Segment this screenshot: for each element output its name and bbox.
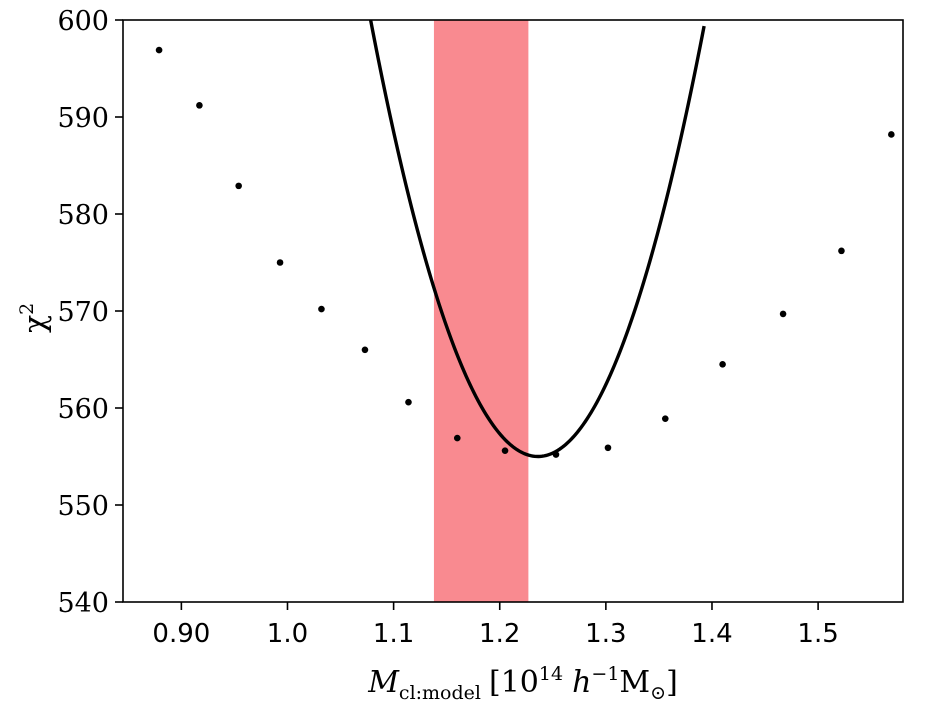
data-point	[604, 444, 612, 452]
y-axis-ticks: 540 550 560 570 580 590 600	[57, 6, 123, 619]
data-point	[196, 102, 203, 109]
x-tick-label: 1.4	[691, 619, 732, 649]
data-point	[235, 182, 242, 190]
x-tick-label: 1.1	[373, 619, 414, 649]
y-tick-label: 570	[57, 297, 109, 328]
data-point	[779, 310, 787, 318]
x-tick-label: 1.0	[267, 619, 308, 649]
y-tick-label: 540	[57, 588, 109, 619]
x-tick-label: 1.3	[585, 619, 626, 649]
y-tick-label: 580	[57, 200, 109, 231]
y-axis-label: χ2	[16, 303, 53, 333]
data-point	[501, 447, 509, 454]
y-tick-label: 550	[57, 491, 109, 522]
data-point	[453, 434, 461, 442]
x-axis-label: Mcl:model [1014 h−1M⊙]	[367, 663, 678, 704]
y-tick-label: 590	[57, 103, 109, 134]
data-point	[719, 361, 726, 368]
x-tick-label: 0.90	[152, 619, 210, 649]
y-tick-label: 600	[57, 6, 109, 37]
x-tick-label: 1.5	[797, 619, 838, 649]
data-point	[276, 259, 284, 266]
x-tick-label: 1.2	[479, 619, 520, 649]
data-point	[318, 305, 325, 313]
confidence-band	[433, 20, 529, 602]
data-point	[888, 131, 895, 138]
y-tick-label: 560	[57, 394, 109, 425]
data-point	[552, 451, 560, 458]
data-points	[155, 46, 895, 458]
data-point	[361, 346, 369, 354]
x-axis-ticks: 0.90 1.0 1.1 1.2 1.3 1.4 1.5	[152, 602, 839, 649]
data-point	[405, 398, 412, 406]
data-point	[155, 46, 163, 54]
data-point	[661, 415, 669, 422]
data-point	[838, 247, 845, 255]
fit-curve	[368, 19, 706, 459]
